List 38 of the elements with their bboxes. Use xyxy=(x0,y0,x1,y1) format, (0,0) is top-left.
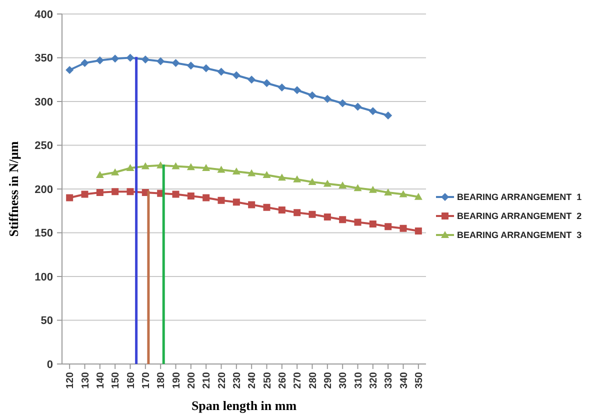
y-tick-label: 250 xyxy=(34,140,53,152)
x-tick-label: 180 xyxy=(156,372,168,389)
x-tick-label: 350 xyxy=(414,372,425,389)
x-tick-label: 250 xyxy=(262,372,274,389)
x-tick-label: 300 xyxy=(338,372,350,389)
x-axis-title: Span length in mm xyxy=(191,398,297,413)
x-tick-label: 210 xyxy=(202,372,213,389)
x-tick-label: 200 xyxy=(186,372,198,389)
x-tick-label: 280 xyxy=(308,372,319,389)
x-tick-label: 160 xyxy=(126,372,137,389)
x-tick-label: 190 xyxy=(171,372,182,389)
y-tick-label: 0 xyxy=(46,358,53,371)
x-tick-label: 270 xyxy=(292,372,304,389)
x-tick-label: 130 xyxy=(80,372,92,389)
legend-label: BEARING ARRANGEMENT 3 xyxy=(457,230,582,240)
y-tick-label: 400 xyxy=(34,8,53,21)
x-tick-label: 290 xyxy=(322,372,334,389)
x-tick-label: 340 xyxy=(398,372,410,389)
y-axis-title: Stiffness in N/μm xyxy=(6,141,21,237)
x-tick-label: 240 xyxy=(247,372,258,389)
x-tick-label: 320 xyxy=(368,372,380,389)
legend-label: BEARING ARRANGEMENT 2 xyxy=(457,211,582,222)
y-tick-label: 300 xyxy=(34,96,53,108)
x-tick-label: 120 xyxy=(65,372,76,389)
x-tick-label: 220 xyxy=(216,372,228,389)
legend-label: BEARING ARRANGEMENT 1 xyxy=(457,192,582,202)
x-tick-label: 230 xyxy=(232,372,243,389)
x-tick-label: 260 xyxy=(277,372,288,389)
y-tick-label: 350 xyxy=(34,52,53,65)
y-tick-label: 200 xyxy=(34,184,53,196)
x-tick-label: 330 xyxy=(384,372,395,389)
y-tick-label: 100 xyxy=(34,271,53,284)
y-tick-label: 50 xyxy=(40,315,53,328)
x-tick-label: 310 xyxy=(353,372,364,389)
y-tick-label: 150 xyxy=(34,228,53,240)
x-tick-label: 170 xyxy=(140,372,152,389)
x-tick-label: 140 xyxy=(95,372,106,389)
x-tick-label: 150 xyxy=(110,372,122,389)
